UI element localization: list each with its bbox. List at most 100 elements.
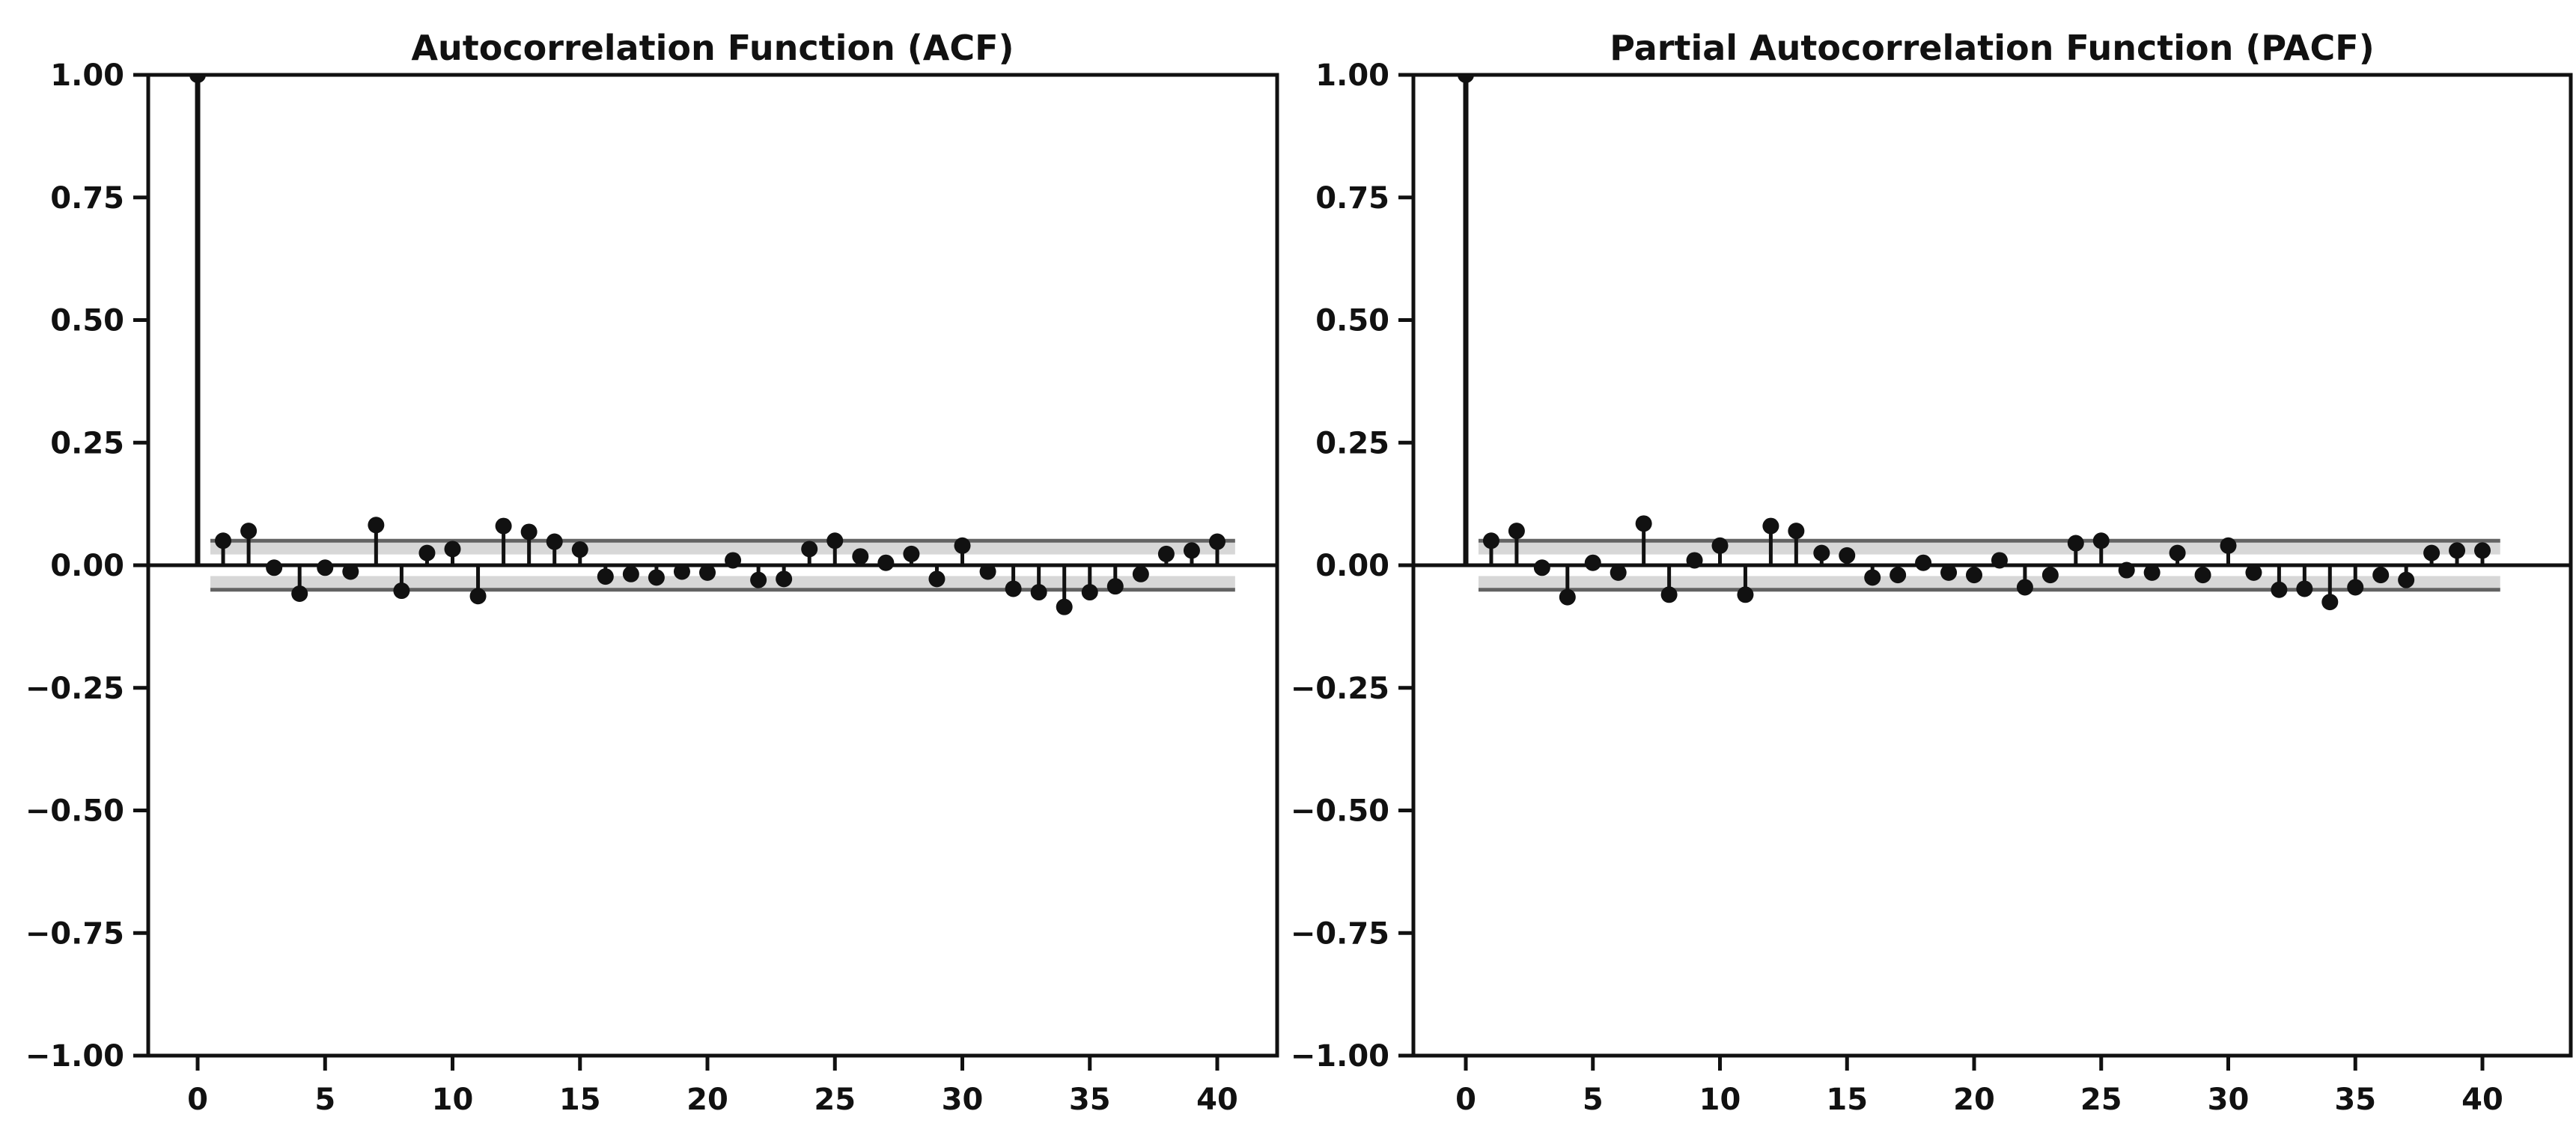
stem-marker-lag-34 bbox=[1056, 598, 1073, 615]
y-tick-label: 0.50 bbox=[1315, 304, 1389, 338]
confidence-band-lower-strip bbox=[210, 576, 1235, 590]
stems bbox=[189, 75, 1225, 615]
y-tick-label: −0.25 bbox=[1291, 672, 1389, 706]
stem-marker-lag-0 bbox=[1458, 75, 1474, 83]
stem-marker-lag-34 bbox=[2321, 594, 2339, 611]
stem-marker-lag-36 bbox=[1106, 578, 1124, 595]
y-tick-label: 0.75 bbox=[1315, 181, 1389, 216]
x-tick-label: 15 bbox=[1826, 1083, 1868, 1117]
stem-marker-lag-22 bbox=[750, 571, 767, 588]
stem-marker-lag-38 bbox=[1157, 545, 1175, 562]
stem-marker-lag-21 bbox=[725, 552, 742, 569]
y-tick-label: 1.00 bbox=[50, 58, 124, 93]
y-tick-label: −1.00 bbox=[1291, 1039, 1389, 1074]
stem-marker-lag-2 bbox=[240, 523, 258, 540]
x-axis-ticks: 0 5 10 15 20 25 30 35 40 bbox=[1455, 1056, 2503, 1117]
stem-marker-lag-18 bbox=[648, 569, 665, 586]
confidence-band-upper-strip bbox=[210, 541, 1235, 555]
stem-marker-lag-35 bbox=[2347, 579, 2364, 596]
x-tick-label: 20 bbox=[686, 1083, 728, 1117]
stem-marker-lag-22 bbox=[2016, 579, 2033, 596]
stem-marker-lag-6 bbox=[342, 563, 359, 580]
stem-marker-lag-33 bbox=[1030, 584, 1047, 601]
stem-marker-lag-17 bbox=[1890, 567, 1907, 584]
stem-marker-lag-4 bbox=[1559, 588, 1576, 606]
x-tick-label: 0 bbox=[1455, 1083, 1476, 1117]
stem-marker-lag-28 bbox=[2169, 544, 2186, 562]
pacf-plot-area: 1.00 0.75 0.50 0.25 0.00 −0.25 −0.50 −0.75 −1.00… bbox=[1291, 58, 2573, 1117]
y-tick-label: 0.25 bbox=[50, 426, 124, 460]
stem-marker-lag-39 bbox=[1183, 542, 1200, 559]
stem-marker-lag-20 bbox=[699, 564, 716, 581]
stem-marker-lag-37 bbox=[2398, 571, 2415, 588]
y-tick-label: −0.75 bbox=[25, 916, 124, 951]
stem-marker-lag-32 bbox=[1005, 580, 1022, 597]
stem-marker-lag-31 bbox=[2245, 564, 2262, 581]
stem-marker-lag-40 bbox=[2474, 542, 2491, 559]
stem-marker-lag-29 bbox=[928, 570, 946, 588]
stem-marker-lag-2 bbox=[1508, 523, 1525, 540]
stem-marker-lag-3 bbox=[1533, 559, 1550, 576]
stem-marker-lag-12 bbox=[495, 517, 512, 535]
pacf-title: Partial Autocorrelation Function (PACF) bbox=[1610, 28, 2374, 68]
stem-marker-lag-27 bbox=[877, 554, 895, 571]
x-tick-label: 20 bbox=[1953, 1083, 1995, 1117]
stem-marker-lag-20 bbox=[1966, 567, 1982, 584]
stem-marker-lag-15 bbox=[1839, 547, 1856, 564]
stem-marker-lag-19 bbox=[673, 563, 690, 580]
stem-marker-lag-24 bbox=[2067, 535, 2084, 552]
stem-marker-lag-16 bbox=[1864, 569, 1881, 586]
stem-marker-lag-26 bbox=[852, 548, 869, 565]
stem-marker-lag-23 bbox=[2041, 567, 2059, 584]
x-axis-ticks: 0 5 10 15 20 25 30 35 40 bbox=[187, 1056, 1238, 1117]
y-axis-ticks: 1.00 0.75 0.50 0.25 0.00 −0.25 −0.50 −0.75 −1.00 bbox=[1291, 58, 1413, 1074]
stem-marker-lag-17 bbox=[622, 565, 639, 582]
stem-marker-lag-1 bbox=[1482, 532, 1499, 550]
x-tick-label: 35 bbox=[2334, 1083, 2376, 1117]
stem-marker-lag-13 bbox=[520, 523, 538, 541]
y-tick-label: −0.50 bbox=[1291, 794, 1389, 829]
stem-marker-lag-36 bbox=[2372, 567, 2390, 584]
confidence-band-upper-strip bbox=[1478, 541, 2500, 555]
stems bbox=[1458, 75, 2491, 611]
y-tick-label: 0.25 bbox=[1315, 426, 1389, 460]
y-axis-ticks: 1.00 0.75 0.50 0.25 0.00 −0.25 −0.50 −0.75 −1.00 bbox=[25, 58, 148, 1074]
stem-marker-lag-26 bbox=[2118, 562, 2135, 579]
stem-marker-lag-39 bbox=[2449, 542, 2466, 559]
stem-marker-lag-21 bbox=[1991, 552, 2008, 569]
x-tick-label: 40 bbox=[2461, 1083, 2503, 1117]
stem-marker-lag-11 bbox=[469, 588, 487, 605]
stem-marker-lag-18 bbox=[1915, 554, 1932, 571]
stem-marker-lag-30 bbox=[954, 537, 971, 554]
x-tick-label: 10 bbox=[432, 1083, 474, 1117]
stem-marker-lag-0 bbox=[189, 75, 206, 83]
y-tick-label: −0.75 bbox=[1291, 916, 1389, 951]
stem-marker-lag-28 bbox=[903, 545, 920, 562]
stem-marker-lag-31 bbox=[979, 563, 996, 580]
y-tick-label: 0.00 bbox=[50, 549, 124, 583]
stem-marker-lag-37 bbox=[1132, 565, 1149, 582]
stem-marker-lag-16 bbox=[597, 568, 614, 585]
y-tick-label: −1.00 bbox=[25, 1039, 124, 1074]
stem-marker-lag-1 bbox=[215, 532, 232, 550]
stem-marker-lag-5 bbox=[317, 559, 334, 576]
y-tick-label: 0.00 bbox=[1315, 549, 1389, 583]
stem-marker-lag-4 bbox=[291, 585, 308, 602]
acf-plot-area: 1.00 0.75 0.50 0.25 0.00 −0.25 −0.50 −0.75 −1.00… bbox=[25, 58, 1279, 1117]
stem-marker-lag-33 bbox=[2296, 580, 2313, 597]
stem-marker-lag-11 bbox=[1737, 586, 1754, 603]
y-tick-label: −0.25 bbox=[25, 672, 124, 706]
x-tick-label: 40 bbox=[1196, 1083, 1238, 1117]
x-tick-label: 0 bbox=[187, 1083, 208, 1117]
stem-marker-lag-25 bbox=[826, 532, 844, 550]
stem-marker-lag-5 bbox=[1584, 554, 1601, 571]
x-tick-label: 15 bbox=[559, 1083, 601, 1117]
x-tick-label: 30 bbox=[942, 1083, 984, 1117]
y-tick-label: 1.00 bbox=[1315, 58, 1389, 93]
acf-chart: Autocorrelation Function (ACF) 1.00 0.75 0… bbox=[25, 28, 1279, 1117]
stem-marker-lag-40 bbox=[1209, 533, 1225, 550]
stem-marker-lag-32 bbox=[2271, 581, 2288, 598]
stem-marker-lag-12 bbox=[1762, 517, 1779, 535]
x-tick-label: 5 bbox=[314, 1083, 335, 1117]
